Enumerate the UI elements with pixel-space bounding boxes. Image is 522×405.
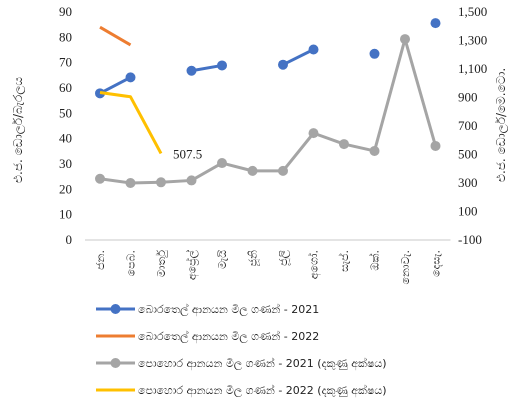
category-label: සැප්. [337, 250, 351, 272]
legend-marker [110, 358, 121, 368]
data-point [278, 59, 288, 70]
left-axis-title: එ.ජ. ඩොලර්/බැරලය [11, 77, 26, 183]
category-label: අගෝ. [307, 250, 322, 279]
left-tick-label: 80 [59, 29, 72, 44]
data-point [95, 173, 105, 184]
annotations: 507.5 [173, 146, 202, 161]
left-axis-ticks: 0 10 20 30 40 50 60 70 80 90 [59, 4, 72, 247]
data-point [217, 158, 227, 169]
data-point [278, 165, 288, 176]
data-label: 507.5 [173, 146, 202, 161]
right-tick-label: -100 [458, 232, 482, 247]
right-axis-ticks: -100 100 300 500 700 900 1,100 1,300 1,500 [458, 4, 487, 247]
right-tick-label: 1,300 [458, 33, 487, 48]
left-tick-label: 90 [59, 4, 72, 19]
data-point [125, 178, 136, 188]
series-line [99, 37, 437, 185]
data-point [247, 165, 258, 176]
x-axis-categories: ජන. පෙබ. මාර්තු අප්‍රේල් මැයි ජූනි ජූලි අගෝ. සැප… [94, 249, 443, 284]
left-tick-label: 70 [59, 55, 72, 70]
left-tick-label: 20 [59, 181, 72, 196]
series-3 [95, 34, 441, 188]
legend-label: බොරතෙල් ආනයන මිල ගණන් - 2021 [138, 302, 319, 317]
category-label: ජූනි [247, 250, 260, 267]
left-tick-label: 0 [66, 232, 73, 247]
legend-label: බොරතෙල් ආනයන මිල ගණන් - 2022 [138, 329, 319, 344]
data-point [125, 72, 136, 83]
right-tick-label: 100 [458, 204, 478, 219]
right-tick-label: 1,500 [458, 4, 487, 19]
left-tick-label: 50 [59, 105, 72, 120]
series-2 [99, 25, 132, 47]
data-point [186, 175, 197, 186]
left-tick-label: 30 [59, 156, 72, 171]
category-label: නොවැ. [399, 250, 412, 285]
legend: බොරතෙල් ආනයන මිල ගණන් - 2021 බොරතෙල් ආනයන… [96, 302, 387, 398]
series-layer [95, 18, 441, 188]
data-point [430, 18, 441, 29]
category-label: ජන. [94, 250, 107, 270]
data-point [186, 65, 197, 76]
right-axis-title: එ.ජ. ඩොලර්/මෙ.ටො. [494, 68, 509, 182]
series-1 [95, 18, 441, 99]
series-4 [99, 91, 163, 155]
right-tick-label: 700 [458, 118, 478, 133]
left-tick-label: 60 [59, 80, 72, 95]
data-point [308, 44, 319, 55]
right-tick-label: 900 [458, 90, 478, 105]
series-line [99, 91, 163, 155]
legend-marker [110, 304, 121, 314]
series-line [99, 76, 132, 95]
left-tick-label: 10 [59, 207, 72, 222]
right-tick-label: 1,100 [458, 61, 487, 76]
data-point [369, 145, 380, 156]
category-label: ජූලි [277, 249, 291, 266]
right-tick-label: 300 [458, 175, 478, 190]
data-point [400, 34, 410, 45]
right-tick-label: 500 [458, 147, 478, 162]
legend-label: පොහොර ආනයන මිල ගණන් - 2021 (දකුණු අක්ෂය) [138, 356, 387, 371]
category-label: මැයි [216, 250, 229, 269]
legend-label: පොහොර ආනයන මිල ගණන් - 2022 (දකුණු අක්ෂය) [138, 383, 387, 398]
category-label: අප්‍රේල් [184, 249, 199, 280]
series-line [282, 48, 315, 67]
category-label: ඔක්. [367, 250, 381, 271]
data-point [339, 139, 349, 150]
data-point [369, 48, 380, 59]
category-label: දෙසැ. [430, 250, 443, 277]
series-line [191, 63, 223, 73]
data-point [217, 60, 227, 71]
series-line [99, 25, 132, 47]
left-tick-label: 40 [59, 131, 72, 146]
data-point [156, 177, 166, 188]
category-label: පෙබ. [125, 250, 138, 276]
data-point [308, 128, 319, 139]
data-point [430, 140, 441, 151]
category-label: මාර්තු [155, 250, 168, 277]
